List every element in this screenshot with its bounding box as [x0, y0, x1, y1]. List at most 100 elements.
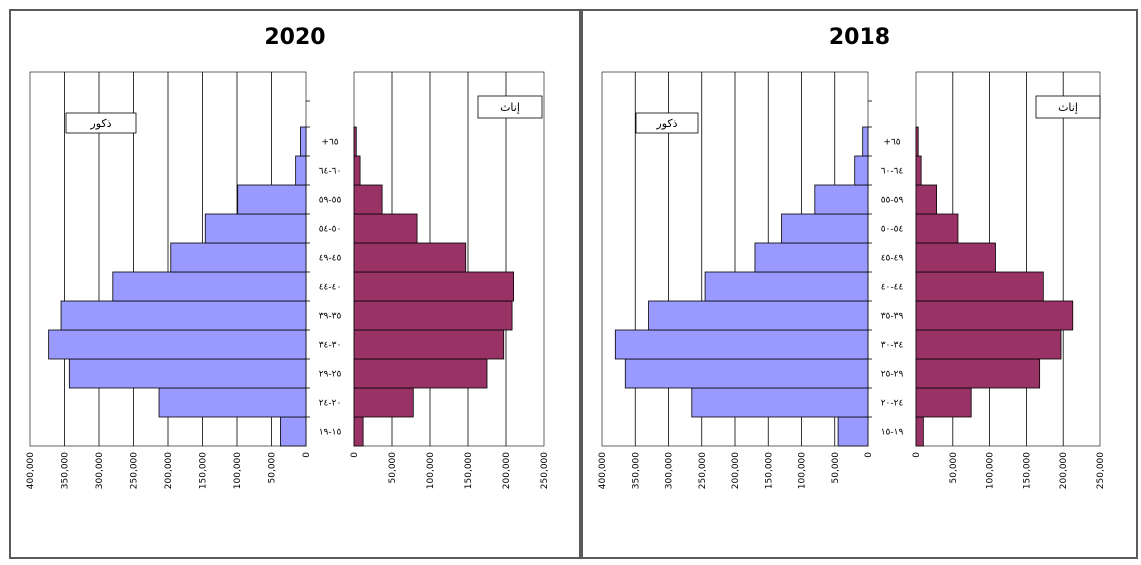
male-bar [624, 358, 869, 389]
female-bar [353, 387, 414, 418]
male-bar [60, 300, 307, 331]
male-bar [691, 387, 869, 418]
age-group-label: ٣٠-٣٤ [319, 341, 342, 351]
female-legend-label: إناث [500, 101, 520, 114]
male-bar [754, 242, 869, 273]
female-tick-label: 0 [350, 452, 360, 458]
female-bar [353, 416, 364, 447]
female-bar [353, 300, 513, 331]
female-tick-label: 250,000 [540, 452, 550, 489]
age-group-label: ٤٠-٤٤ [319, 283, 342, 293]
male-legend-box [635, 112, 699, 134]
female-tick-label: 50,000 [388, 452, 398, 484]
male-bar [648, 300, 869, 331]
age-group-label: ٤٩-٤٥ [881, 254, 904, 264]
male-tick-label: 200,000 [731, 452, 741, 489]
age-group-label: ٦٠-٦٤ [319, 167, 342, 177]
female-tick-label: 150,000 [1022, 452, 1032, 489]
male-bar [295, 155, 307, 186]
female-bar [915, 242, 996, 273]
female-bar [915, 271, 1044, 302]
age-group-label: ٢٤-٢٠ [881, 399, 904, 409]
female-legend-box [1035, 95, 1101, 119]
female-bar [915, 155, 922, 186]
panel-border [581, 9, 1138, 559]
male-bar [280, 416, 307, 447]
pyramid-panel-2018: 2018 400,000 350,000 300,000 250,000 200,000 1… [581, 9, 1138, 559]
age-group-label: ٤٤-٤٠ [881, 283, 904, 293]
female-bar [915, 213, 959, 244]
age-group-label: ٣٥-٣٩ [319, 312, 342, 322]
female-bar [353, 242, 467, 273]
panel-border [9, 9, 581, 559]
male-tick-label: 50,000 [268, 452, 278, 484]
male-tick-label: 250,000 [698, 452, 708, 489]
female-bar [353, 358, 488, 389]
female-tick-label: 0 [912, 452, 922, 458]
male-bar [158, 387, 307, 418]
male-bar [170, 242, 307, 273]
female-tick-label: 250,000 [1096, 452, 1106, 489]
male-tick-label: 150,000 [764, 452, 774, 489]
female-tick-label: 150,000 [464, 452, 474, 489]
female-bar [353, 155, 361, 186]
male-tick-label: 200,000 [164, 452, 174, 489]
male-tick-label: 350,000 [631, 452, 641, 489]
female-tick-label: 100,000 [986, 452, 996, 489]
male-tick-label: 50,000 [831, 452, 841, 484]
age-group-label: ٦٤-٦٠ [881, 167, 904, 177]
male-tick-label: 100,000 [798, 452, 808, 489]
age-group-label: +٦٥ [321, 138, 338, 148]
male-legend-label: ذكور [89, 117, 111, 130]
female-bar [915, 126, 919, 157]
female-tick-label: 200,000 [1059, 452, 1069, 489]
age-group-label: ٢٠-٢٤ [319, 399, 342, 409]
age-group-label: ١٥-١٩ [319, 428, 342, 438]
male-bar [837, 416, 869, 447]
male-bar [237, 184, 307, 215]
female-bar [915, 184, 938, 215]
age-group-label: ٢٩-٢٥ [881, 370, 904, 380]
male-legend-label: ذكور [655, 117, 677, 130]
age-group-label: ٢٥-٢٩ [319, 370, 342, 380]
male-bar [862, 126, 869, 157]
age-group-label: ١٩-١٥ [881, 428, 904, 438]
age-group-label: ٥٥-٥٩ [319, 196, 342, 206]
male-bar [68, 358, 307, 389]
female-bar [353, 271, 515, 302]
male-bar [48, 329, 307, 360]
female-tick-label: 200,000 [502, 452, 512, 489]
male-bar [704, 271, 869, 302]
age-group-label: +٦٥ [883, 138, 900, 148]
age-group-label: ٥٩-٥٥ [881, 196, 904, 206]
male-tick-label: 0 [302, 452, 312, 458]
female-bar [353, 184, 383, 215]
male-bar [300, 126, 307, 157]
female-bar [353, 213, 418, 244]
age-group-label: ٤٥-٤٩ [319, 254, 342, 264]
male-tick-label: 100,000 [233, 452, 243, 489]
chart-title: 2020 [264, 25, 325, 50]
male-bar [854, 155, 869, 186]
age-group-label: ٣٩-٣٥ [881, 312, 904, 322]
male-tick-label: 0 [864, 452, 874, 458]
female-bar [353, 126, 357, 157]
male-tick-label: 150,000 [199, 452, 209, 489]
male-tick-label: 350,000 [61, 452, 71, 489]
male-bar [112, 271, 307, 302]
male-tick-label: 250,000 [130, 452, 140, 489]
male-bar [614, 329, 869, 360]
male-bar [204, 213, 307, 244]
age-group-label: ٥٤-٥٠ [881, 225, 904, 235]
male-bar [814, 184, 869, 215]
female-legend-label: إناث [1058, 101, 1078, 114]
female-tick-label: 100,000 [426, 452, 436, 489]
female-bar [915, 300, 1074, 331]
male-legend-box [65, 112, 137, 134]
male-bar [781, 213, 869, 244]
female-bar [915, 358, 1041, 389]
female-bar [915, 416, 924, 447]
female-bar [915, 387, 972, 418]
male-tick-label: 400,000 [26, 452, 36, 489]
